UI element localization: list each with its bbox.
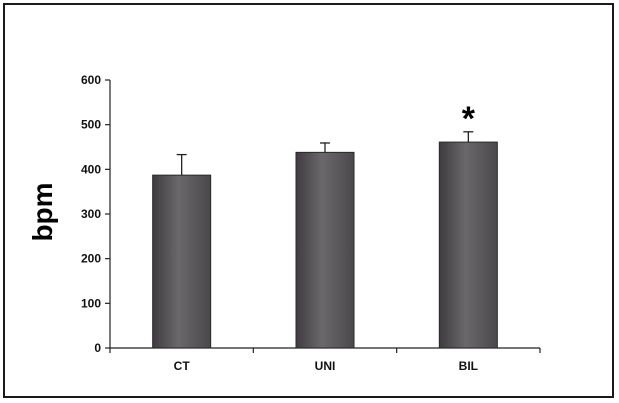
y-axis-label: bpm bbox=[27, 182, 58, 241]
y-tick-label: 400 bbox=[81, 162, 101, 176]
y-tick-label: 500 bbox=[81, 118, 101, 132]
y-tick-label: 600 bbox=[81, 73, 101, 87]
y-tick-label: 300 bbox=[81, 207, 101, 221]
x-tick-label-uni: UNI bbox=[315, 359, 336, 373]
y-tick-label: 0 bbox=[94, 341, 101, 355]
bar-bil bbox=[438, 141, 498, 349]
x-tick-label-bil: BIL bbox=[459, 359, 478, 373]
significance-star: * bbox=[462, 100, 476, 138]
bar-uni bbox=[295, 151, 355, 349]
y-tick-label: 100 bbox=[81, 296, 101, 310]
x-tick-label-ct: CT bbox=[174, 359, 191, 373]
bar-ct bbox=[152, 174, 212, 349]
y-tick-label: 200 bbox=[81, 252, 101, 266]
bars: * bbox=[152, 100, 498, 349]
